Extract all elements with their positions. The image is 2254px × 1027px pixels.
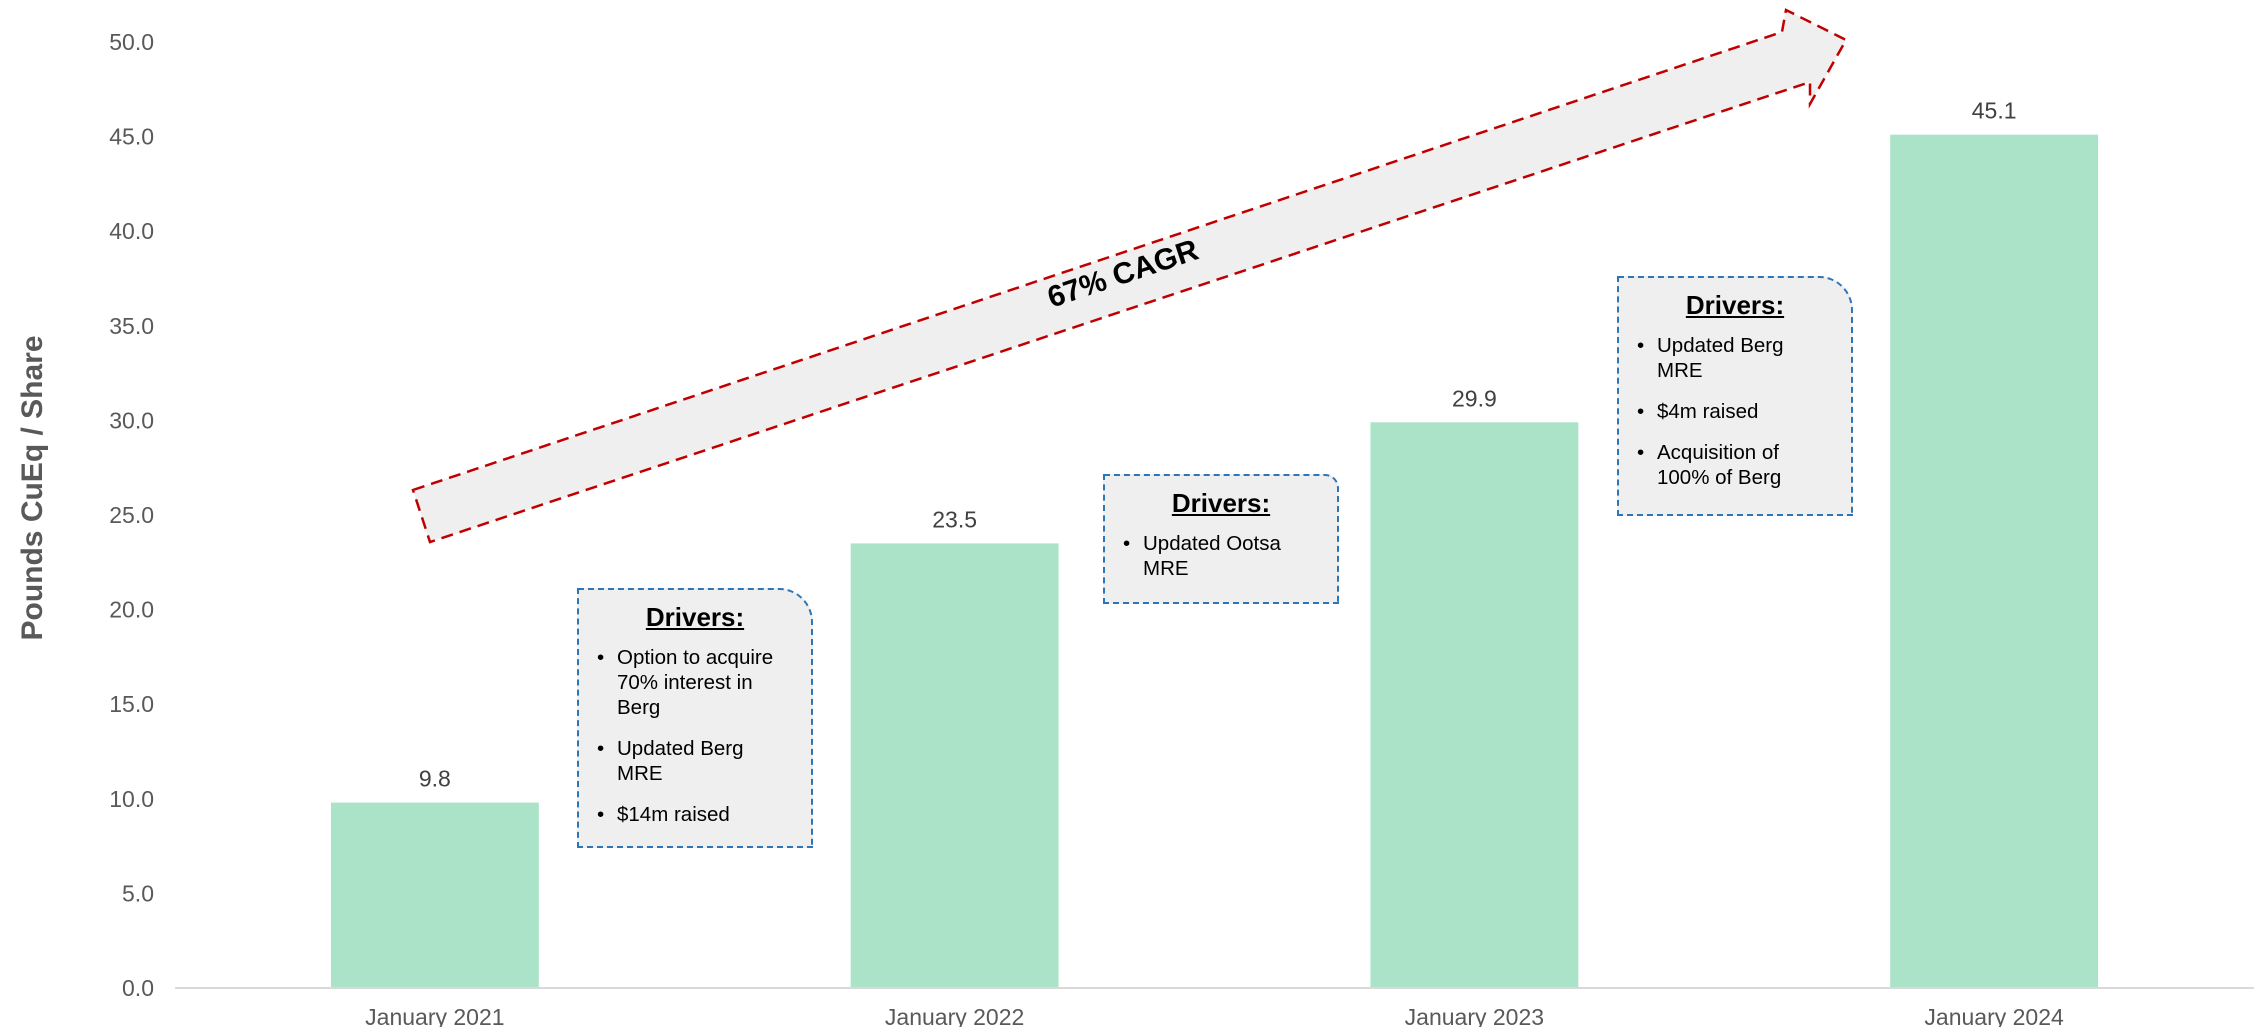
drivers-box-2022: Drivers: Updated Ootsa MRE (1103, 474, 1339, 604)
y-tick-label: 30.0 (109, 407, 154, 433)
data-label: 45.1 (1972, 98, 2017, 124)
y-tick-label: 5.0 (122, 880, 154, 906)
x-tick-label: January 2024 (1924, 1004, 2064, 1027)
driver-item: Option to acquire 70% interest in Berg (597, 645, 793, 720)
bar (1890, 134, 2099, 988)
y-tick-label: 20.0 (109, 597, 154, 623)
bar (330, 802, 539, 988)
bar (850, 543, 1059, 988)
data-label: 23.5 (932, 506, 977, 532)
y-tick-label: 50.0 (109, 29, 154, 55)
y-axis-title: Pounds CuEq / Share (16, 335, 49, 640)
drivers-title: Drivers: (645, 602, 745, 632)
driver-item: Updated Ootsa MRE (1123, 531, 1319, 581)
y-tick-label: 15.0 (109, 691, 154, 717)
y-tick-label: 0.0 (122, 975, 154, 1001)
driver-item: Updated Berg MRE (597, 736, 793, 786)
y-tick-label: 45.0 (109, 124, 154, 150)
y-tick-label: 35.0 (109, 313, 154, 339)
drivers-list: Option to acquire 70% interest in Berg U… (597, 645, 793, 827)
data-label: 9.8 (419, 766, 451, 792)
data-label: 29.9 (1452, 385, 1497, 411)
drivers-list: Updated Ootsa MRE (1123, 531, 1319, 581)
y-axis-ticks: 0.0 5.0 10.0 15.0 20.0 25.0 30.0 35.0 40.0 45.0 50… (109, 29, 154, 1001)
bars (330, 134, 2099, 988)
x-tick-label: January 2022 (885, 1004, 1024, 1027)
driver-item: $4m raised (1637, 399, 1833, 424)
drivers-box-2021: Drivers: Option to acquire 70% interest … (577, 588, 813, 848)
driver-item: Acquisition of 100% of Berg (1637, 440, 1833, 490)
drivers-list: Updated Berg MRE $4m raised Acquisition … (1637, 333, 1833, 490)
bar (1370, 422, 1579, 988)
drivers-title: Drivers: (1171, 488, 1271, 518)
y-tick-label: 40.0 (109, 218, 154, 244)
x-tick-label: January 2021 (365, 1004, 504, 1027)
y-tick-label: 25.0 (109, 502, 154, 528)
x-axis-ticks: January 2021 January 2022 January 2023 Janu… (365, 1004, 2064, 1027)
y-tick-label: 10.0 (109, 786, 154, 812)
driver-item: $14m raised (597, 802, 793, 827)
cagr-arrow-shape (411, 8, 1848, 544)
data-labels: 9.8 23.5 29.9 45.1 (419, 98, 2017, 792)
x-tick-label: January 2023 (1405, 1004, 1544, 1027)
drivers-title: Drivers: (1685, 290, 1785, 320)
driver-item: Updated Berg MRE (1637, 333, 1833, 383)
drivers-box-2023: Drivers: Updated Berg MRE $4m raised Acq… (1617, 276, 1853, 516)
